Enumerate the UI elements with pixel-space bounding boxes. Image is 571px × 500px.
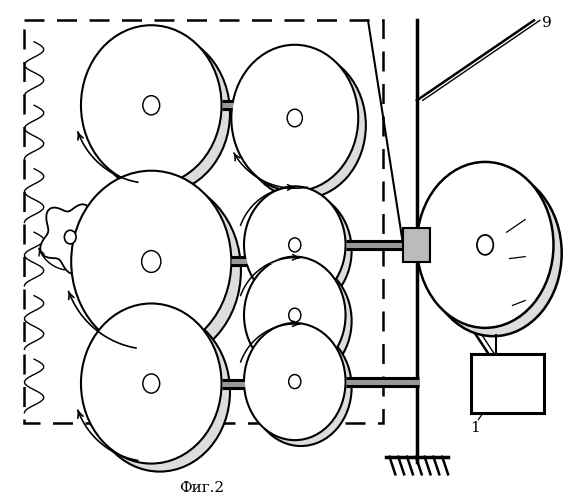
Ellipse shape: [289, 308, 301, 322]
Ellipse shape: [477, 235, 493, 255]
Ellipse shape: [250, 262, 352, 380]
Ellipse shape: [81, 304, 222, 464]
Ellipse shape: [142, 250, 161, 272]
Ellipse shape: [244, 186, 345, 304]
Ellipse shape: [90, 33, 230, 194]
Ellipse shape: [244, 323, 345, 440]
Ellipse shape: [239, 52, 366, 199]
Ellipse shape: [71, 170, 231, 352]
Ellipse shape: [231, 45, 358, 191]
Text: 2: 2: [526, 288, 536, 302]
Bar: [471, 354, 544, 413]
Ellipse shape: [143, 96, 160, 115]
Ellipse shape: [244, 256, 345, 374]
Ellipse shape: [81, 180, 241, 362]
Ellipse shape: [289, 238, 301, 252]
Ellipse shape: [143, 374, 160, 393]
Ellipse shape: [65, 230, 76, 244]
Ellipse shape: [425, 170, 562, 336]
Ellipse shape: [289, 374, 301, 388]
Text: 1: 1: [471, 420, 480, 434]
Ellipse shape: [287, 109, 303, 127]
Bar: [403, 228, 431, 262]
Ellipse shape: [81, 25, 222, 186]
Bar: [25, 20, 383, 422]
Text: 8: 8: [526, 206, 536, 220]
Ellipse shape: [250, 329, 352, 446]
Text: 9: 9: [542, 16, 552, 30]
Text: Фиг.2: Фиг.2: [179, 481, 224, 495]
Ellipse shape: [90, 312, 230, 472]
Polygon shape: [41, 204, 102, 274]
Ellipse shape: [250, 192, 352, 310]
Ellipse shape: [417, 162, 553, 328]
Text: 3: 3: [526, 244, 536, 258]
